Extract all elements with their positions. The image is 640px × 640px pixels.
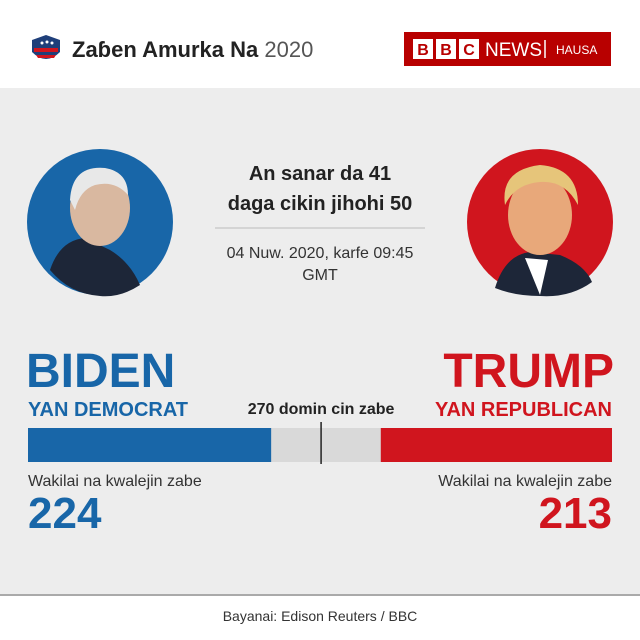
value-label: 224 bbox=[28, 489, 102, 538]
caption: Wakilai na kwalejin zabe bbox=[438, 473, 612, 490]
header-title: Zaɓen Amurka Na 2020 bbox=[72, 37, 313, 62]
status-line: daga cikin jihohi 50 bbox=[228, 193, 413, 215]
logo-box bbox=[459, 39, 479, 59]
party-label: YAN REPUBLICAN bbox=[435, 399, 612, 421]
logo-letter: B bbox=[417, 42, 429, 59]
party-label: YAN DEMOCRAT bbox=[28, 399, 188, 421]
logo-letter: B bbox=[440, 42, 452, 59]
bar bbox=[380, 428, 612, 462]
candidate-name: BIDEN bbox=[26, 345, 175, 398]
biden-portrait bbox=[27, 149, 173, 297]
status-line: An sanar da 41 bbox=[249, 163, 391, 185]
trump-portrait bbox=[467, 149, 613, 297]
value-label: 213 bbox=[539, 489, 612, 538]
threshold-label: 270 domin cin zabe bbox=[248, 401, 395, 418]
caption: Wakilai na kwalejin zabe bbox=[28, 473, 202, 490]
header-year: 2020 bbox=[264, 37, 313, 62]
logo-letter: C bbox=[463, 42, 475, 59]
bbc-logo: B B C NEWS HAUSA bbox=[404, 32, 611, 66]
logo-service: HAUSA bbox=[556, 43, 597, 57]
status-time: 04 Nuw. 2020, karfe 09:45 bbox=[227, 245, 414, 262]
logo-news: NEWS bbox=[485, 40, 542, 61]
footer-source: Bayanai: Edison Reuters / BBC bbox=[223, 608, 418, 624]
status-zone: GMT bbox=[302, 267, 338, 284]
election-icon bbox=[32, 35, 60, 59]
candidate-name: TRUMP bbox=[443, 345, 614, 398]
logo-box bbox=[436, 39, 456, 59]
header-title-text: Zaɓen Amurka Na bbox=[72, 37, 259, 62]
bar bbox=[28, 428, 272, 462]
logo-box bbox=[413, 39, 433, 59]
